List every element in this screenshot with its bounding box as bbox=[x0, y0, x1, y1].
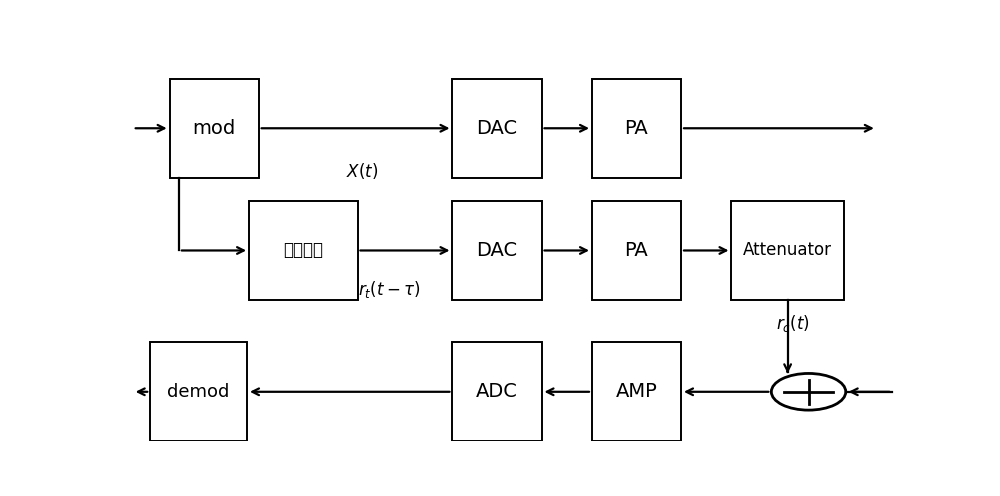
Text: $r_c(t)$: $r_c(t)$ bbox=[776, 313, 810, 334]
Bar bbox=[592, 78, 681, 178]
Text: PA: PA bbox=[625, 241, 648, 260]
Text: Attenuator: Attenuator bbox=[743, 242, 832, 259]
Bar bbox=[170, 78, 259, 178]
Bar bbox=[452, 78, 542, 178]
Text: 延迟模块: 延迟模块 bbox=[283, 242, 323, 259]
Bar bbox=[731, 201, 844, 300]
Bar bbox=[150, 342, 247, 441]
Bar bbox=[249, 201, 358, 300]
Bar bbox=[592, 342, 681, 441]
Text: $r_t(t-\tau)$: $r_t(t-\tau)$ bbox=[358, 279, 420, 300]
Text: ADC: ADC bbox=[476, 382, 518, 401]
Text: mod: mod bbox=[192, 119, 236, 138]
Text: AMP: AMP bbox=[616, 382, 657, 401]
Text: demod: demod bbox=[167, 383, 230, 401]
Text: DAC: DAC bbox=[476, 241, 518, 260]
Bar bbox=[592, 201, 681, 300]
Bar bbox=[452, 342, 542, 441]
Text: $X(t)$: $X(t)$ bbox=[346, 161, 378, 181]
Text: PA: PA bbox=[625, 119, 648, 138]
Circle shape bbox=[771, 373, 846, 410]
Bar bbox=[452, 201, 542, 300]
Text: DAC: DAC bbox=[476, 119, 518, 138]
